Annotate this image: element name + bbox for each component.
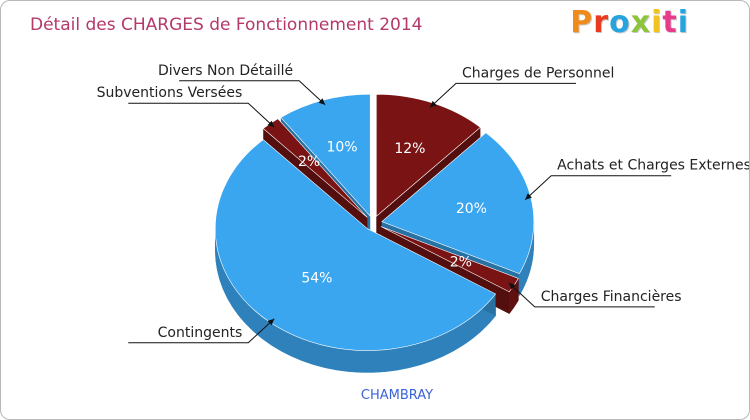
leader-arrow — [267, 318, 275, 326]
logo-letter: r — [593, 5, 610, 40]
proxiti-logo: Proxiti — [570, 5, 689, 40]
slice-percent: 20% — [456, 201, 487, 217]
pie-labels: 12% Charges de Personnel 20% Achats et Char… — [97, 63, 749, 344]
chart-subtitle: CHAMBRAY — [361, 388, 433, 403]
leader-line — [128, 318, 275, 344]
pie-slice — [381, 132, 535, 274]
leader-arrow — [525, 193, 532, 200]
leader-line — [128, 102, 275, 128]
leader-arrow — [318, 98, 326, 105]
logo-letter: o — [609, 5, 631, 40]
slice-percent: 2% — [450, 255, 472, 271]
logo-letter: i — [677, 5, 689, 40]
pie-slices — [214, 93, 535, 351]
slice-category-label: Divers Non Détaillé — [158, 63, 293, 79]
slice-percent: 54% — [301, 270, 332, 286]
slice-percent: 2% — [298, 154, 320, 170]
logo-letter: x — [630, 5, 652, 40]
chart-title: Détail des CHARGES de Fonctionnement 201… — [30, 15, 423, 35]
leader-arrow — [508, 282, 516, 290]
slice-category-label: Charges Financières — [541, 289, 682, 305]
slice-category-label: Charges de Personnel — [462, 65, 614, 81]
logo-letter: P — [570, 5, 594, 40]
leader-arrow — [267, 120, 275, 128]
slice-percent: 12% — [394, 141, 425, 157]
leader-line — [508, 282, 655, 308]
logo-letter: i — [651, 5, 663, 40]
slice-percent: 10% — [326, 140, 357, 156]
logo-letter: t — [662, 5, 678, 40]
leader-arrow — [430, 100, 437, 108]
slice-category-label: Achats et Charges Externes — [557, 158, 749, 174]
leader-line — [524, 175, 672, 201]
leader-line — [179, 80, 326, 106]
slice-category-label: Subventions Versées — [97, 85, 243, 101]
leader-line — [429, 82, 577, 108]
slice-category-label: Contingents — [158, 325, 243, 341]
